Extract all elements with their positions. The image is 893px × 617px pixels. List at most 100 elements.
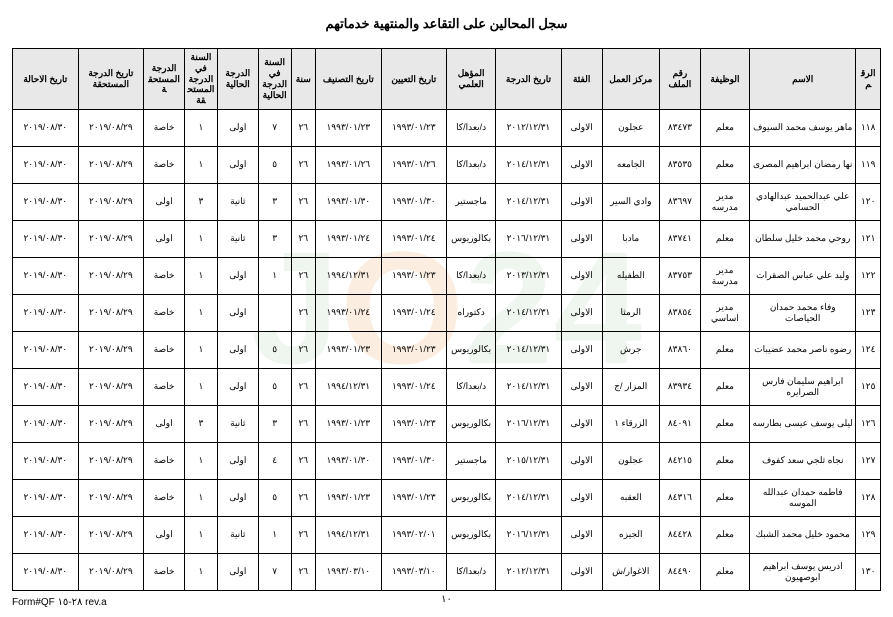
table-cell: مدير مدرسه [700, 183, 749, 220]
table-cell: ٢٦ [291, 442, 316, 479]
table-cell: ٢٠١٩/٠٨/٢٩ [78, 220, 144, 257]
table-cell: الاولى [561, 294, 602, 331]
table-cell: ٢٠١٤/١٢/٣١ [496, 368, 562, 405]
table-cell: فاطمه حمدان عبدالله الموسه [750, 479, 856, 516]
table-cell: ١ [185, 257, 218, 294]
table-cell: ٨٤٠٩١ [659, 405, 700, 442]
col-current-grade: الدرجة الحالية [217, 49, 258, 110]
table-cell: ٢٦ [291, 146, 316, 183]
table-cell: ١ [185, 479, 218, 516]
table-cell: ماجستير [447, 442, 496, 479]
table-cell: خاصة [144, 479, 185, 516]
table-cell: ليلى يوسف عيسى بطارسه [750, 405, 856, 442]
table-cell: عجلون [602, 442, 659, 479]
table-cell: الاولى [561, 516, 602, 553]
table-cell: ٢٠١٤/١٢/٣١ [496, 183, 562, 220]
col-year-in-current-grade: السنة في الدرجة الحالية [258, 49, 291, 110]
table-cell: ٨٣٨٦٠ [659, 331, 700, 368]
table-row: ١٢٦ليلى يوسف عيسى بطارسهمعلم٨٤٠٩١الزرقاء… [13, 405, 881, 442]
table-cell: بكالوريوس [447, 516, 496, 553]
table-cell: ٢٦ [291, 516, 316, 553]
table-cell: ١٩٩٣/٠١/٢٣ [316, 331, 382, 368]
table-cell: د/بعدا/كا [447, 368, 496, 405]
table-row: ١٢١روحي محمد خليل سلطانمعلم٨٣٧٤١مادباالا… [13, 220, 881, 257]
table-cell: ماهر يوسف محمد السيوف [750, 109, 856, 146]
table-cell: اولى [217, 442, 258, 479]
table-cell: د/بعدا/كا [447, 109, 496, 146]
table-cell: ٨٤٤٩٠ [659, 553, 700, 590]
table-cell: ١٩٩٣/٠١/٢٣ [316, 405, 382, 442]
table-cell: ١٩٩٤/١٢/٣١ [316, 516, 382, 553]
table-cell: ٢٠١٦/١٢/٣١ [496, 405, 562, 442]
table-cell: اولى [217, 479, 258, 516]
table-row: ١١٨ماهر يوسف محمد السيوفمعلم٨٣٤٧٣عجلونال… [13, 109, 881, 146]
table-cell: ٢٠١٩/٠٨/٢٩ [78, 516, 144, 553]
col-due-grade-date: تاريخ الدرجة المستحقة [78, 49, 144, 110]
table-cell: معلم [700, 553, 749, 590]
table-cell: ١٢٦ [856, 405, 881, 442]
col-referral-date: تاريخ الاحالة [13, 49, 79, 110]
table-cell: ١٩٩٣/٠١/٢٣ [381, 479, 447, 516]
table-cell: معلم [700, 109, 749, 146]
table-cell: ١ [185, 516, 218, 553]
col-appoint-date: تاريخ التعيين [381, 49, 447, 110]
table-cell: الاولى [561, 146, 602, 183]
col-due-grade: الدرجة المستحقة [144, 49, 185, 110]
table-cell: بكالوريوس [447, 331, 496, 368]
table-cell: ١ [258, 257, 291, 294]
table-cell: وفاء محمد حمدان الحياصات [750, 294, 856, 331]
table-cell: اولى [144, 516, 185, 553]
table-cell: ١٩٩٣/٠١/٣٠ [381, 442, 447, 479]
page-number: ١٠ [12, 594, 881, 605]
table-cell: ٢٠١٩/٠٨/٣٠ [13, 479, 79, 516]
table-cell: ١ [185, 553, 218, 590]
table-cell: الاغوار/ش [602, 553, 659, 590]
col-file-no: رقم الملف [659, 49, 700, 110]
table-cell: ٢٠١٩/٠٨/٣٠ [13, 109, 79, 146]
table-cell: ١٢٠ [856, 183, 881, 220]
table-cell: ٢٠١٩/٠٨/٢٩ [78, 183, 144, 220]
table-cell: ٢٠١٩/٠٨/٣٠ [13, 368, 79, 405]
table-cell: ١٢٧ [856, 442, 881, 479]
table-cell: ٢٦ [291, 331, 316, 368]
table-cell: ٢٠١٩/٠٨/٢٩ [78, 257, 144, 294]
table-cell: ٨٤٤٢٨ [659, 516, 700, 553]
col-class-date: تاريخ التصنيف [316, 49, 382, 110]
table-cell: وادي السير [602, 183, 659, 220]
table-cell: ماجستير [447, 183, 496, 220]
table-cell: الزرقاء ١ [602, 405, 659, 442]
table-cell: ١ [258, 516, 291, 553]
table-row: ١٢٩محمود خليل محمد الشبكمعلم٨٤٤٢٨الجيزها… [13, 516, 881, 553]
table-cell: خاصة [144, 146, 185, 183]
table-cell: الاولى [561, 257, 602, 294]
col-work-center: مركز العمل [602, 49, 659, 110]
table-cell: ٢٠١٤/١٢/٣١ [496, 294, 562, 331]
table-cell: د/بعدا/كا [447, 257, 496, 294]
table-cell: معلم [700, 405, 749, 442]
table-cell: ١٩٩٣/٠١/٢٦ [381, 146, 447, 183]
table-cell: بكالوريوس [447, 479, 496, 516]
table-cell: اولى [217, 257, 258, 294]
table-cell: ثانية [217, 405, 258, 442]
table-cell: ٣ [258, 220, 291, 257]
table-cell: ٢٠١٩/٠٨/٣٠ [13, 331, 79, 368]
col-qualification: المؤهل العلمي [447, 49, 496, 110]
table-cell: ٢٠١٩/٠٨/٣٠ [13, 405, 79, 442]
table-cell: نها رمضان ابراهيم المصرى [750, 146, 856, 183]
table-cell: ٣ [258, 183, 291, 220]
page-title: سجل المحالين على التقاعد والمنتهية خدمات… [12, 16, 881, 32]
table-cell: ٨٣٧٥٣ [659, 257, 700, 294]
table-cell: ١ [185, 220, 218, 257]
table-cell: ٢٦ [291, 405, 316, 442]
table-cell: مدير مدرسة [700, 257, 749, 294]
table-cell: الاولى [561, 368, 602, 405]
table-cell: ١٢٢ [856, 257, 881, 294]
table-cell: ١٩٩٣/٠١/٢٤ [381, 220, 447, 257]
table-cell: ٢٦ [291, 183, 316, 220]
table-cell: ١٩٩٣/٠١/٢٣ [381, 331, 447, 368]
table-cell: ٨٣٧٤١ [659, 220, 700, 257]
table-cell: ١٩٩٣/٠١/٢٣ [381, 109, 447, 146]
table-cell: معلم [700, 146, 749, 183]
table-cell: ٢٠١٩/٠٨/٣٠ [13, 146, 79, 183]
table-cell: رضوه ناصر محمد عضيبات [750, 331, 856, 368]
